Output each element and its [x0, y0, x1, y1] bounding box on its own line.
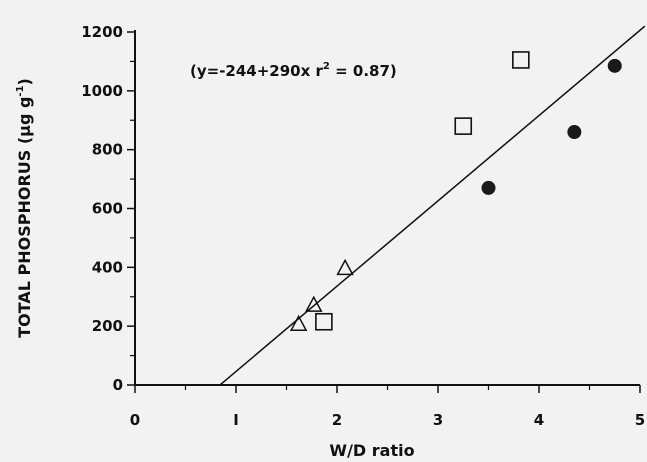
regression-annotation: (y=-244+290x r2 = 0.87) — [190, 61, 397, 80]
ticks: 0 I 2 3 4 5 0 200 400 600 800 1000 1200 — [81, 23, 645, 429]
y-axis-title: TOTAL PHOSPHORUS (μg g-1) — [15, 78, 34, 338]
regression-group — [219, 25, 646, 386]
y-tick-label: 400 — [92, 258, 123, 276]
x-tick-label: 3 — [433, 411, 443, 429]
circle-marker — [567, 125, 582, 140]
regression-line — [219, 25, 646, 386]
axes — [134, 30, 640, 386]
x-tick-label: I — [233, 411, 239, 429]
triangle-marker — [305, 295, 323, 312]
x-tick-label: 0 — [130, 411, 140, 429]
square-marker — [512, 51, 530, 69]
x-tick-label: 4 — [534, 411, 544, 429]
triangle-marker — [336, 258, 354, 276]
y-tick-label: 200 — [92, 317, 123, 335]
circle-marker — [607, 58, 622, 73]
data-points — [289, 51, 622, 332]
x-axis-title: W/D ratio — [329, 441, 414, 460]
square-marker — [315, 312, 333, 331]
y-tick-label: 800 — [92, 141, 123, 159]
square-marker — [454, 117, 473, 135]
y-tick-label: 0 — [113, 376, 123, 394]
circle-marker — [481, 180, 496, 195]
x-tick-label: 2 — [332, 411, 342, 429]
triangle-marker — [289, 314, 308, 332]
y-tick-label: 1200 — [81, 23, 123, 41]
y-tick-label: 600 — [92, 200, 123, 218]
x-tick-label: 5 — [635, 411, 645, 429]
y-tick-label: 1000 — [81, 82, 123, 100]
